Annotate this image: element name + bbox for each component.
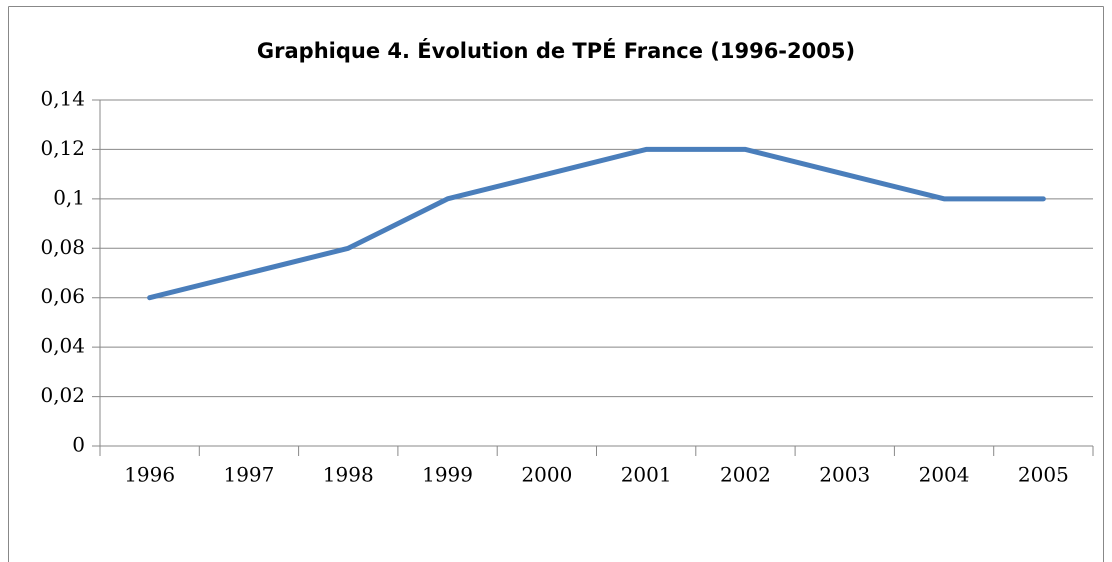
x-tick-label: 2002: [720, 463, 771, 487]
x-tick-label: 2000: [521, 463, 572, 487]
x-tick-label: 2003: [819, 463, 870, 487]
x-tick-label: 2005: [1018, 463, 1069, 487]
chart-title: Graphique 4. Évolution de TPÉ France (19…: [257, 38, 855, 63]
y-tick-label: 0: [72, 433, 85, 457]
x-tick-label: 1999: [422, 463, 473, 487]
y-tick-label: 0,12: [40, 136, 85, 160]
x-tick-label: 2001: [621, 463, 672, 487]
data-line: [147, 146, 1046, 301]
y-tick-label: 0,06: [40, 284, 85, 308]
y-tick-label: 0,04: [40, 334, 85, 358]
y-tick-label: 0,02: [40, 383, 85, 407]
x-tick-label: 1996: [124, 463, 175, 487]
x-tick-label: 2004: [919, 463, 970, 487]
x-tick-label: 1997: [223, 463, 274, 487]
y-tick-label: 0,1: [53, 185, 85, 209]
x-tick-label: 1998: [323, 463, 374, 487]
y-tick-label: 0,14: [40, 87, 85, 111]
y-tick-label: 0,08: [40, 235, 85, 259]
